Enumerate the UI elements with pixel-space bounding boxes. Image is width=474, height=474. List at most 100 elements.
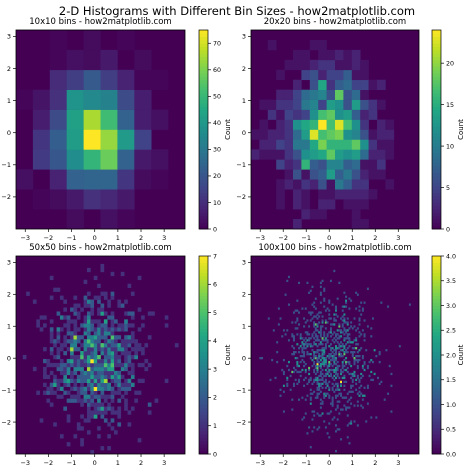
heatmap-cell	[120, 323, 125, 328]
heatmap-cell	[66, 315, 71, 320]
heatmap-cell	[141, 362, 145, 368]
heatmap-cell	[385, 149, 395, 160]
heatmap-cell	[100, 263, 105, 269]
heatmap-cell	[351, 89, 361, 100]
x-tick-label: 3	[162, 459, 166, 467]
heatmap-cell	[103, 351, 108, 356]
colorbar-segment	[432, 169, 441, 174]
colorbar-segment	[199, 444, 208, 448]
heatmap-cell	[348, 360, 351, 364]
heatmap-cell	[137, 347, 142, 352]
colorbar-segment	[432, 109, 441, 114]
heatmap-cell	[86, 414, 91, 419]
histogram-panel-10: 10x10 bins - how2matplotlib.com−3 −2 −1 0 1 2…	[1, 17, 232, 242]
heatmap-cell	[324, 368, 327, 372]
heatmap-cell	[301, 341, 304, 344]
heatmap-cell	[341, 331, 344, 334]
heatmap-cell	[286, 384, 289, 387]
heatmap-cell	[304, 337, 307, 340]
heatmap-cell	[86, 347, 91, 352]
heatmap-cell	[301, 349, 304, 352]
heatmap-cell	[326, 149, 336, 160]
heatmap-cell	[294, 378, 297, 382]
heatmap-cell	[86, 335, 91, 340]
heatmap-cell	[335, 408, 337, 411]
heatmap-cell	[335, 189, 344, 200]
heatmap-cell	[301, 337, 304, 340]
heatmap-cell	[66, 331, 71, 336]
heatmap-cell	[130, 339, 135, 344]
heatmap-cell	[100, 374, 105, 380]
colorbar-segment	[199, 126, 208, 130]
heatmap-cell	[103, 323, 108, 328]
heatmap-cell	[319, 285, 322, 288]
heatmap-cell	[304, 368, 307, 372]
heatmap-cell	[308, 426, 311, 429]
heatmap-cell	[324, 339, 327, 342]
heatmap-cell	[346, 436, 349, 439]
heatmap-cell	[117, 386, 122, 391]
colorbar-segment	[432, 335, 441, 339]
heatmap-cell	[363, 368, 366, 372]
heatmap-cell	[63, 339, 67, 344]
heatmap-cell	[117, 89, 135, 110]
heatmap-cell	[93, 362, 98, 368]
colorbar-segment	[432, 421, 441, 425]
heatmap-cell	[346, 341, 349, 344]
heatmap-cell	[76, 347, 81, 352]
heatmap-cell	[59, 315, 64, 320]
heatmap-cell	[107, 446, 111, 451]
heatmap-cell	[308, 291, 311, 294]
heatmap-cell	[319, 406, 322, 409]
heatmap-cell	[355, 307, 358, 310]
heatmap-cell	[100, 402, 105, 407]
heatmap-cell	[331, 303, 334, 306]
heatmap-cell	[76, 378, 81, 384]
heatmap-cell	[117, 109, 135, 130]
heatmap-cell	[350, 351, 353, 354]
heatmap-cell	[309, 311, 312, 314]
histogram-panel-100: 100x100 bins - how2matplotlib.com−3 −2 −1 0…	[236, 243, 465, 467]
heatmap-cell	[46, 358, 51, 364]
colorbar-segment	[432, 89, 441, 94]
colorbar-segment	[432, 139, 441, 144]
heatmap-cell	[83, 30, 101, 51]
heatmap-cell	[321, 372, 324, 376]
heatmap-cell	[83, 327, 88, 332]
heatmap-cell	[66, 149, 84, 170]
heatmap-cell	[355, 291, 358, 294]
heatmap-cell	[338, 329, 341, 332]
y-tick-label: 1	[7, 323, 11, 331]
colorbar-segment	[432, 447, 441, 452]
heatmap-cell	[348, 406, 351, 409]
colorbar-segment	[199, 172, 208, 177]
heatmap-cell	[299, 374, 302, 378]
heatmap-cell	[353, 325, 356, 328]
heatmap-cell	[319, 331, 322, 334]
heatmap-cell	[319, 335, 322, 338]
heatmap-cell	[73, 362, 78, 368]
heatmap-cell	[97, 311, 101, 316]
heatmap-cell	[324, 319, 327, 322]
heatmap-cell	[338, 355, 341, 358]
heatmap-cell	[86, 323, 91, 328]
heatmap-cell	[311, 345, 314, 348]
heatmap-cell	[333, 370, 336, 374]
heatmap-cell	[318, 386, 321, 389]
heatmap-cell	[63, 315, 67, 320]
heatmap-cell	[335, 376, 337, 380]
heatmap-cell	[70, 331, 74, 336]
colorbar-segment	[199, 351, 208, 356]
heatmap-cell	[90, 398, 95, 403]
heatmap-cell	[319, 349, 322, 352]
x-tick-label: 0	[327, 459, 331, 467]
colorbar-segment	[432, 331, 441, 336]
heatmap-cell	[293, 139, 302, 150]
heatmap-cell	[301, 49, 311, 61]
heatmap-cell	[363, 333, 366, 336]
heatmap-cell	[313, 356, 316, 360]
heatmap-cell	[328, 331, 331, 334]
heatmap-cell	[340, 394, 343, 397]
heatmap-cell	[120, 343, 125, 348]
colorbar-segment	[199, 282, 208, 287]
